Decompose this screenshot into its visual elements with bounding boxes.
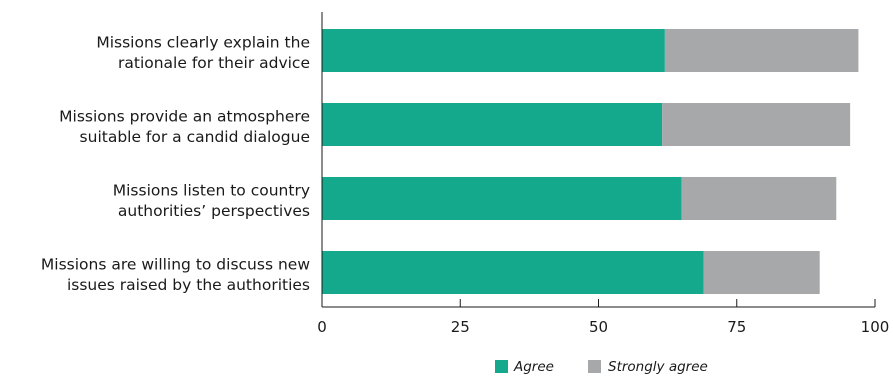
bar-strongly-agree-0 [664,29,859,72]
x-tick-label-75: 75 [727,318,746,336]
bar-agree-2 [322,177,682,220]
bar-strongly-agree-3 [703,251,820,294]
bar-strongly-agree-1 [662,103,851,146]
category-label-0: Missions clearly explain the rationale fo… [96,34,310,72]
bar-agree-3 [322,251,704,294]
category-label-line: rationale for their advice [118,54,310,72]
legend: Agree Strongly agree [495,359,708,375]
category-label-line: issues raised by the authorities [67,276,310,294]
legend-swatch-strongly-agree [588,360,601,373]
bar-agree-0 [322,29,665,72]
x-tick-label-25: 25 [451,318,470,336]
category-label-line: authorities’ perspectives [118,202,310,220]
x-tick-label-100: 100 [861,318,890,336]
category-label-line: Missions listen to country [113,182,310,200]
bar-agree-1 [322,103,663,146]
category-labels: Missions clearly explain the rationale fo… [41,34,310,294]
category-label-3: Missions are willing to discuss new issue… [41,256,310,294]
category-label-line: Missions clearly explain the [96,34,310,52]
axes: 0 25 50 75 100 [317,12,889,336]
category-label-2: Missions listen to country authorities’ p… [113,182,310,220]
legend-label-strongly-agree: Strongly agree [608,359,708,375]
legend-swatch-agree [495,360,508,373]
bar-strongly-agree-2 [681,177,837,220]
legend-label-agree: Agree [513,359,554,375]
category-label-line: Missions provide an atmosphere [59,108,310,126]
category-label-line: suitable for a candid dialogue [80,128,310,146]
x-tick-label-50: 50 [589,318,608,336]
bars [322,29,859,294]
x-tick-label-0: 0 [317,318,327,336]
category-label-line: Missions are willing to discuss new [41,256,310,274]
category-label-1: Missions provide an atmosphere suitable f… [59,108,310,146]
